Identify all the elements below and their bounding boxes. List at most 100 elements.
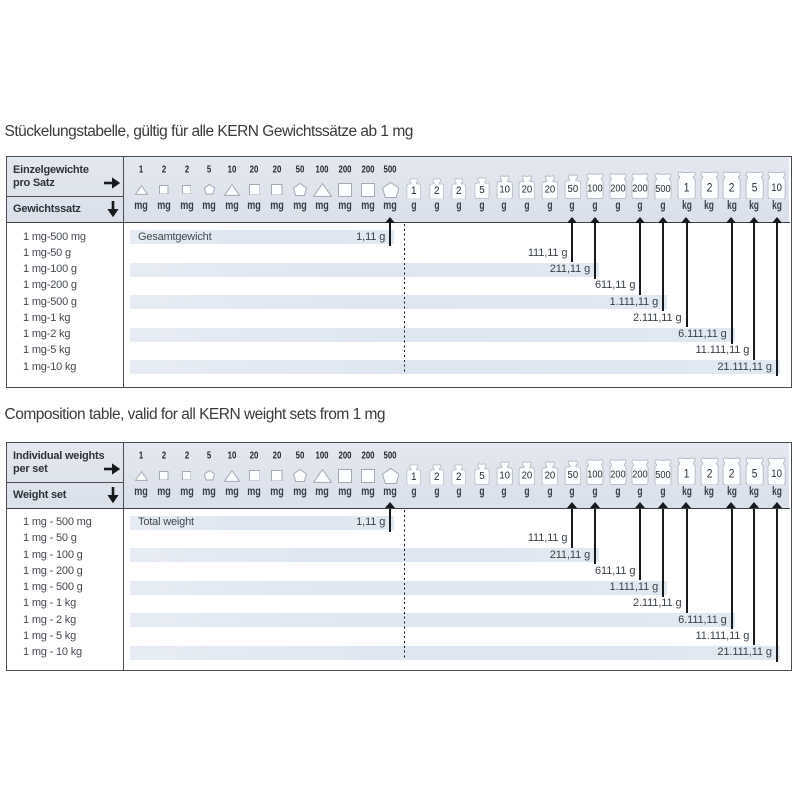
svg-text:500: 500 [655, 469, 671, 481]
svg-text:100: 100 [587, 183, 603, 195]
svg-text:mg: mg [225, 484, 239, 498]
svg-text:g: g [479, 484, 484, 498]
svg-text:mg: mg [383, 484, 397, 498]
svg-text:10: 10 [772, 468, 783, 480]
svg-text:kg: kg [682, 484, 692, 498]
svg-text:1: 1 [411, 185, 417, 196]
svg-text:g: g [660, 198, 665, 212]
svg-text:mg: mg [316, 198, 330, 212]
svg-text:mg: mg [338, 198, 352, 212]
svg-text:g: g [411, 484, 416, 498]
svg-text:10: 10 [227, 163, 236, 174]
svg-text:kg: kg [727, 484, 737, 498]
svg-text:g: g [524, 484, 529, 498]
svg-text:200: 200 [339, 449, 352, 460]
svg-text:2: 2 [456, 185, 462, 196]
svg-text:1: 1 [139, 449, 143, 460]
svg-text:5: 5 [479, 185, 485, 196]
svg-text:mg: mg [134, 198, 148, 212]
svg-text:2: 2 [729, 467, 735, 480]
svg-text:2: 2 [434, 185, 440, 196]
svg-text:kg: kg [772, 198, 782, 212]
svg-text:5: 5 [207, 449, 211, 460]
svg-text:5: 5 [479, 471, 485, 482]
svg-text:20: 20 [273, 163, 282, 174]
svg-text:5: 5 [207, 163, 211, 174]
svg-text:g: g [660, 484, 665, 498]
svg-text:mg: mg [361, 484, 375, 498]
svg-text:2: 2 [706, 467, 712, 480]
svg-text:10: 10 [772, 182, 783, 194]
svg-text:g: g [479, 198, 484, 212]
svg-text:mg: mg [361, 198, 375, 212]
svg-text:20: 20 [250, 163, 259, 174]
svg-text:mg: mg [248, 198, 262, 212]
svg-text:g: g [411, 198, 416, 212]
svg-text:kg: kg [704, 484, 714, 498]
svg-text:20: 20 [544, 470, 555, 481]
svg-text:g: g [434, 198, 439, 212]
svg-text:1: 1 [684, 181, 690, 194]
svg-text:kg: kg [704, 198, 714, 212]
svg-text:2: 2 [706, 181, 712, 194]
svg-text:kg: kg [772, 484, 782, 498]
svg-text:2: 2 [456, 471, 462, 482]
svg-text:g: g [615, 198, 620, 212]
svg-text:g: g [502, 198, 507, 212]
svg-text:20: 20 [522, 470, 533, 481]
svg-text:200: 200 [610, 469, 626, 481]
svg-text:g: g [638, 484, 643, 498]
svg-text:kg: kg [749, 484, 759, 498]
svg-text:mg: mg [180, 198, 194, 212]
svg-text:mg: mg [180, 484, 194, 498]
svg-text:1: 1 [684, 467, 690, 480]
svg-text:mg: mg [248, 484, 262, 498]
svg-text:g: g [434, 484, 439, 498]
svg-text:100: 100 [316, 163, 329, 174]
svg-text:mg: mg [316, 484, 330, 498]
svg-text:50: 50 [295, 163, 304, 174]
svg-text:200: 200 [610, 183, 626, 195]
svg-text:g: g [570, 198, 575, 212]
svg-text:g: g [502, 484, 507, 498]
svg-text:mg: mg [202, 198, 216, 212]
svg-text:2: 2 [434, 471, 440, 482]
svg-text:kg: kg [749, 198, 759, 212]
svg-text:mg: mg [293, 198, 307, 212]
svg-text:50: 50 [567, 184, 578, 195]
svg-text:2: 2 [729, 181, 735, 194]
svg-text:20: 20 [273, 449, 282, 460]
svg-text:10: 10 [227, 449, 236, 460]
svg-text:g: g [570, 484, 575, 498]
svg-text:500: 500 [655, 183, 671, 195]
svg-text:g: g [547, 484, 552, 498]
svg-text:200: 200 [633, 469, 649, 481]
svg-text:mg: mg [157, 198, 171, 212]
svg-text:1: 1 [411, 471, 417, 482]
svg-text:mg: mg [383, 198, 397, 212]
svg-text:mg: mg [157, 484, 171, 498]
svg-text:g: g [524, 198, 529, 212]
svg-text:1: 1 [139, 163, 143, 174]
svg-text:5: 5 [751, 467, 757, 480]
svg-text:500: 500 [384, 163, 397, 174]
svg-text:100: 100 [316, 449, 329, 460]
svg-text:100: 100 [587, 469, 603, 481]
svg-text:g: g [592, 198, 597, 212]
svg-text:g: g [638, 198, 643, 212]
svg-text:mg: mg [202, 484, 216, 498]
svg-text:10: 10 [499, 184, 510, 195]
svg-text:2: 2 [184, 163, 188, 174]
svg-text:mg: mg [338, 484, 352, 498]
svg-text:50: 50 [567, 470, 578, 481]
svg-text:2: 2 [184, 449, 188, 460]
svg-text:50: 50 [295, 449, 304, 460]
svg-text:20: 20 [522, 184, 533, 195]
svg-text:g: g [456, 198, 461, 212]
svg-text:20: 20 [544, 184, 555, 195]
svg-text:kg: kg [727, 198, 737, 212]
svg-text:g: g [547, 198, 552, 212]
svg-text:20: 20 [250, 449, 259, 460]
svg-text:200: 200 [633, 183, 649, 195]
svg-text:5: 5 [751, 181, 757, 194]
